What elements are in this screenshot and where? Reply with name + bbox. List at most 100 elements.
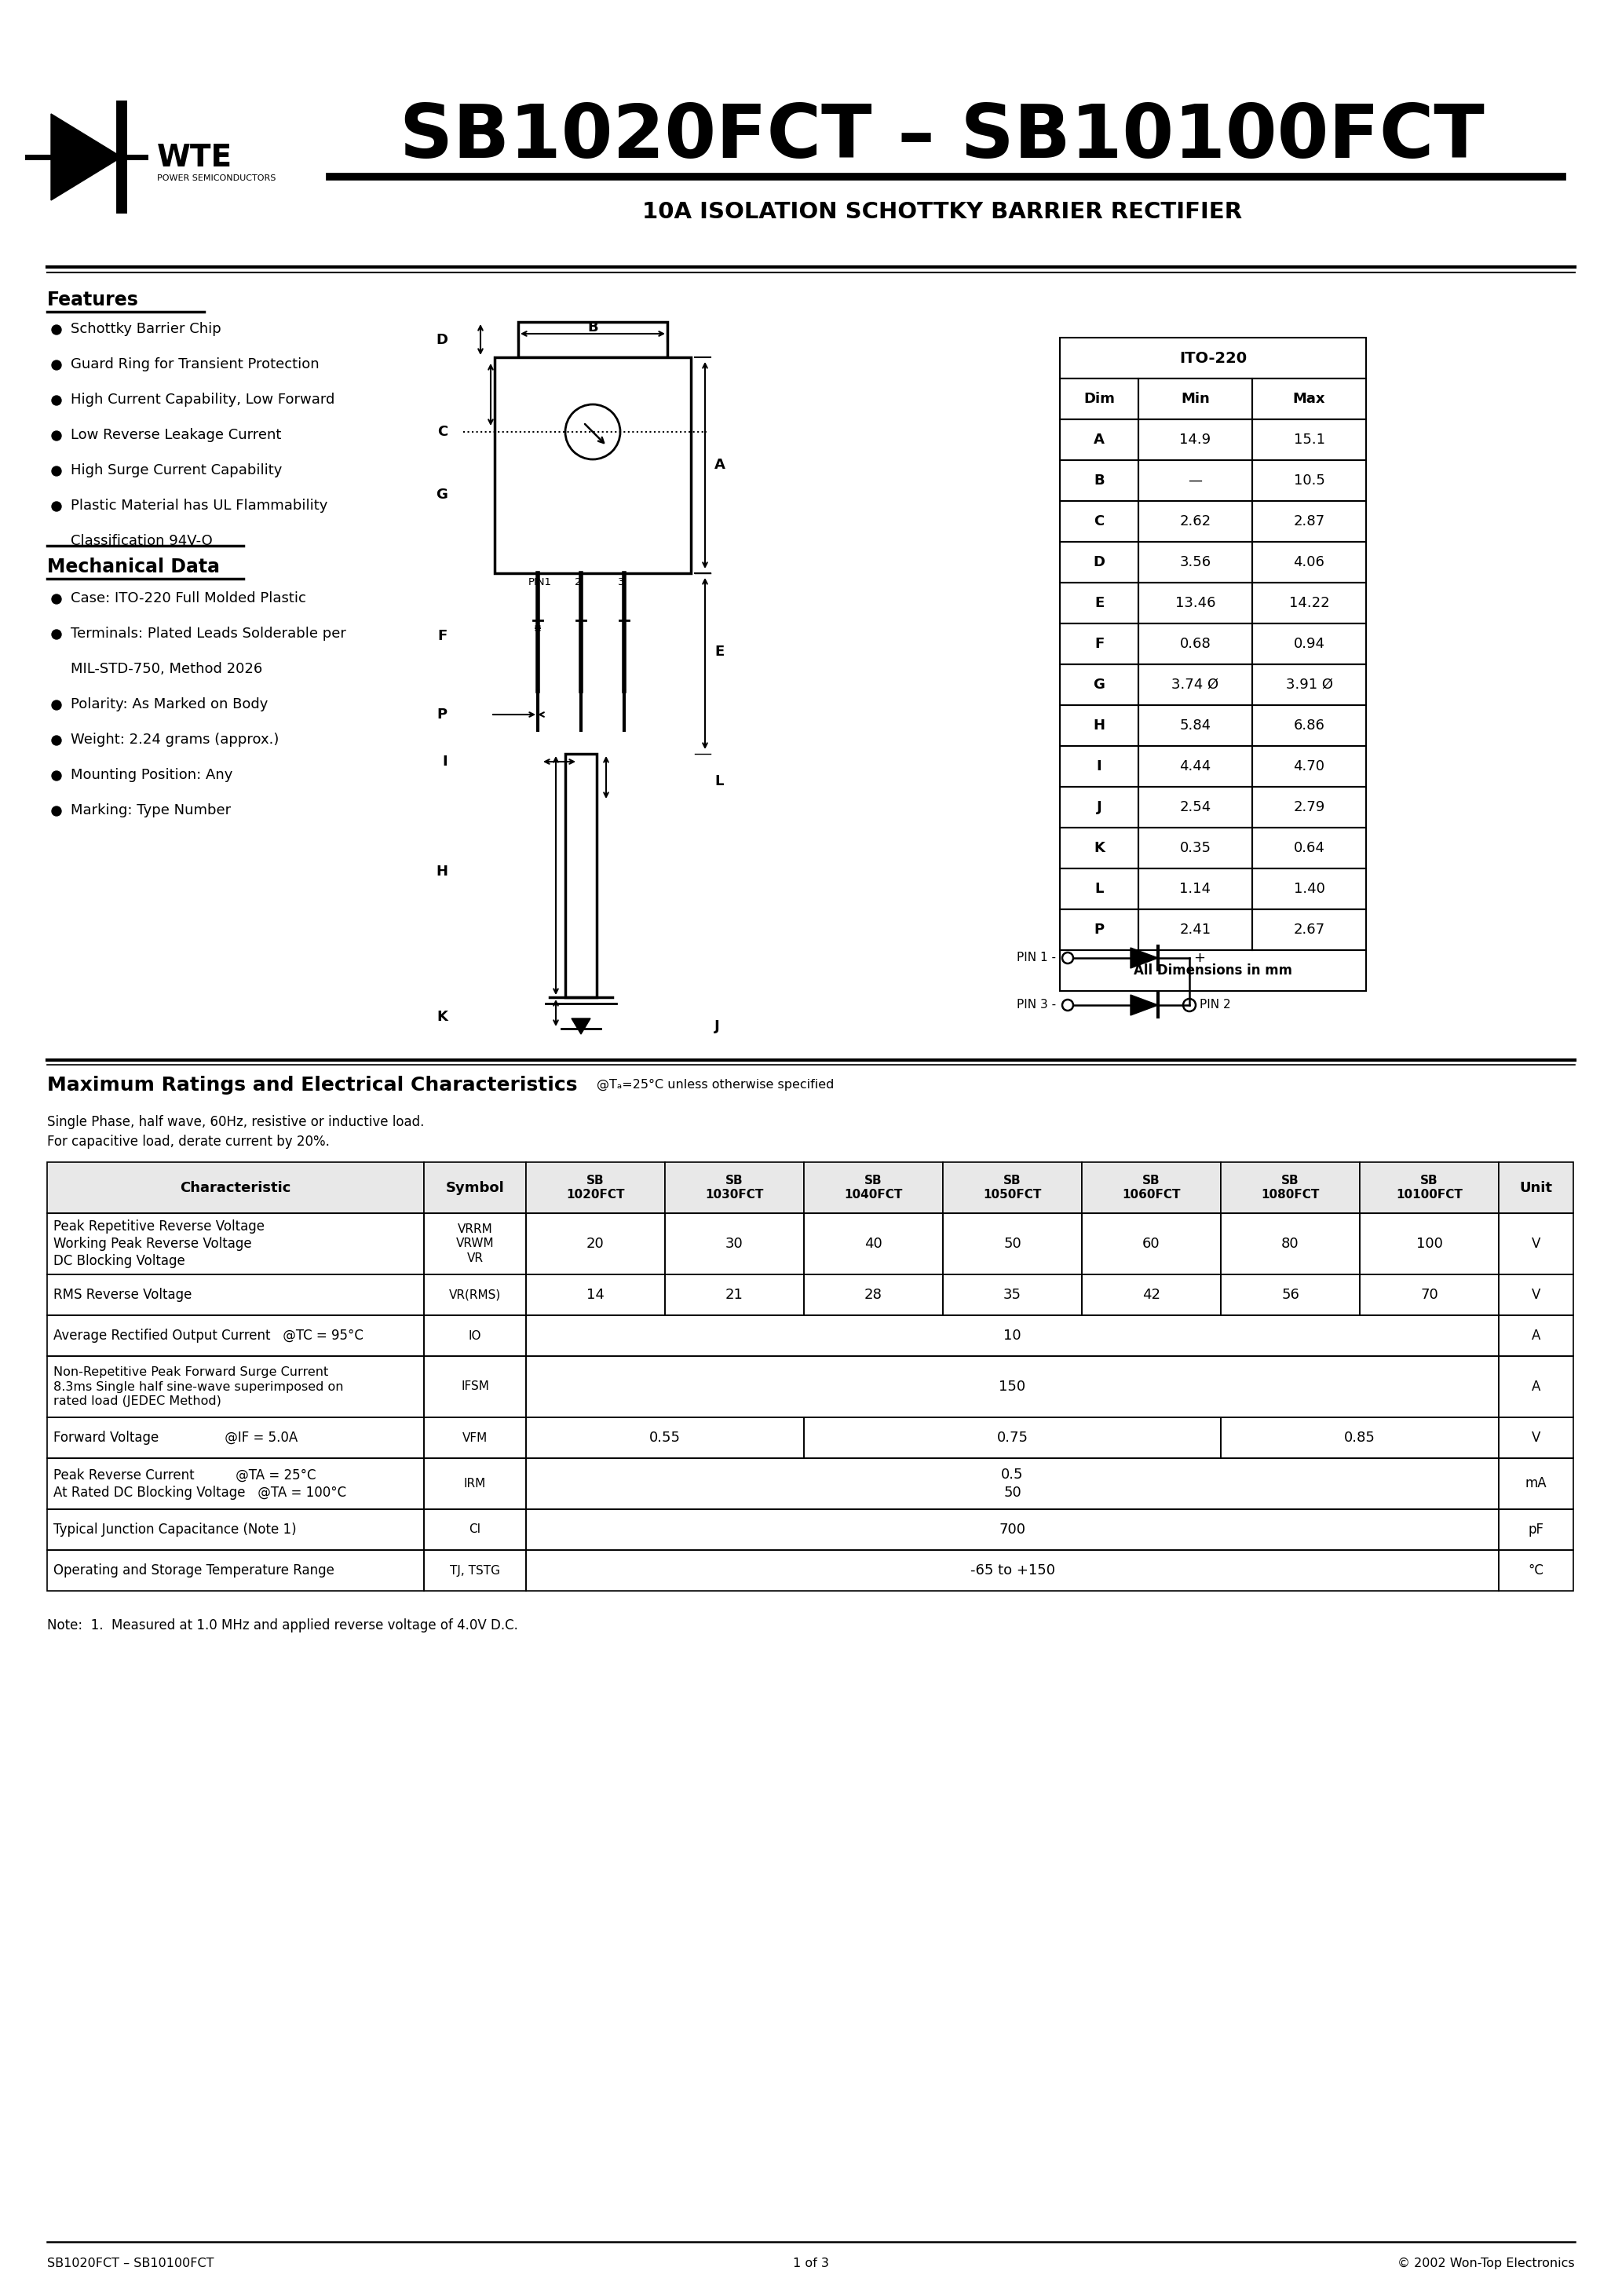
- Bar: [1082, 1162, 1221, 1212]
- Text: Mounting Position: Any: Mounting Position: Any: [71, 767, 232, 783]
- Text: IFSM: IFSM: [461, 1380, 490, 1394]
- Bar: [1252, 542, 1366, 583]
- Text: H: H: [436, 866, 448, 879]
- Bar: [526, 1162, 665, 1212]
- Text: E: E: [1095, 597, 1105, 611]
- Text: Characteristic: Characteristic: [180, 1180, 290, 1194]
- Bar: [1139, 379, 1252, 420]
- Bar: [1252, 664, 1366, 705]
- Text: MIL-STD-750, Method 2026: MIL-STD-750, Method 2026: [71, 661, 263, 675]
- Bar: [47, 1274, 423, 1316]
- Text: K: K: [1093, 840, 1105, 854]
- Text: Weight: 2.24 grams (approx.): Weight: 2.24 grams (approx.): [71, 732, 279, 746]
- Text: C: C: [1093, 514, 1105, 528]
- Bar: [1499, 1508, 1573, 1550]
- Bar: [805, 1417, 1221, 1458]
- Text: CI: CI: [469, 1525, 480, 1536]
- Text: SB
10100FCT: SB 10100FCT: [1397, 1176, 1463, 1201]
- Text: 40: 40: [865, 1238, 882, 1251]
- Text: Classification 94V-O: Classification 94V-O: [71, 535, 212, 549]
- Text: pF: pF: [1528, 1522, 1544, 1536]
- Circle shape: [52, 595, 62, 604]
- Bar: [1059, 420, 1139, 459]
- Bar: [1139, 868, 1252, 909]
- Text: V: V: [1531, 1288, 1541, 1302]
- Bar: [47, 1357, 423, 1417]
- Text: 15.1: 15.1: [1293, 432, 1325, 448]
- Bar: [805, 1274, 942, 1316]
- Text: A: A: [1531, 1329, 1541, 1343]
- Bar: [495, 358, 691, 574]
- Bar: [1059, 338, 1366, 379]
- Text: 1.14: 1.14: [1179, 882, 1212, 895]
- Bar: [423, 1550, 526, 1591]
- Bar: [1059, 951, 1366, 992]
- Bar: [1252, 459, 1366, 501]
- Text: 4.70: 4.70: [1293, 760, 1325, 774]
- Text: J: J: [1096, 799, 1101, 815]
- Text: 35: 35: [1004, 1288, 1022, 1302]
- Bar: [1252, 909, 1366, 951]
- Text: WTE: WTE: [157, 142, 232, 172]
- Bar: [1221, 1417, 1499, 1458]
- Text: I: I: [443, 755, 448, 769]
- Bar: [1059, 909, 1139, 951]
- Bar: [526, 1508, 1499, 1550]
- Text: SB
1060FCT: SB 1060FCT: [1122, 1176, 1181, 1201]
- Circle shape: [52, 503, 62, 512]
- Text: For capacitive load, derate current by 20%.: For capacitive load, derate current by 2…: [47, 1134, 329, 1148]
- Text: 3.91 Ø: 3.91 Ø: [1286, 677, 1333, 691]
- Text: @Tₐ=25°C unless otherwise specified: @Tₐ=25°C unless otherwise specified: [597, 1079, 834, 1091]
- Text: D: D: [1093, 556, 1105, 569]
- Text: Terminals: Plated Leads Solderable per: Terminals: Plated Leads Solderable per: [71, 627, 345, 641]
- Text: IO: IO: [469, 1329, 482, 1341]
- Text: D: D: [436, 333, 448, 347]
- Circle shape: [52, 395, 62, 404]
- Text: Forward Voltage                @IF = 5.0A: Forward Voltage @IF = 5.0A: [54, 1430, 298, 1444]
- Text: 2.67: 2.67: [1293, 923, 1325, 937]
- Bar: [1059, 827, 1139, 868]
- Bar: [1252, 625, 1366, 664]
- Bar: [1139, 420, 1252, 459]
- Text: Mechanical Data: Mechanical Data: [47, 558, 221, 576]
- Text: Note:  1.  Measured at 1.0 MHz and applied reverse voltage of 4.0V D.C.: Note: 1. Measured at 1.0 MHz and applied…: [47, 1619, 517, 1632]
- Text: Peak Repetitive Reverse Voltage
Working Peak Reverse Voltage
DC Blocking Voltage: Peak Repetitive Reverse Voltage Working …: [54, 1219, 264, 1267]
- Bar: [1499, 1316, 1573, 1357]
- Text: VRRM
VRWM
VR: VRRM VRWM VR: [456, 1224, 495, 1265]
- Text: 5.84: 5.84: [1179, 719, 1212, 732]
- Text: VR(RMS): VR(RMS): [449, 1288, 501, 1302]
- Circle shape: [52, 326, 62, 335]
- Text: 1.40: 1.40: [1293, 882, 1325, 895]
- Text: 150: 150: [999, 1380, 1025, 1394]
- Text: 4.44: 4.44: [1179, 760, 1212, 774]
- Text: IRM: IRM: [464, 1479, 487, 1490]
- Text: —: —: [1189, 473, 1202, 487]
- Text: 10.5: 10.5: [1293, 473, 1325, 487]
- Bar: [1082, 1274, 1221, 1316]
- Text: 50: 50: [1004, 1238, 1022, 1251]
- Text: 10A ISOLATION SCHOTTKY BARRIER RECTIFIER: 10A ISOLATION SCHOTTKY BARRIER RECTIFIER: [642, 202, 1242, 223]
- Text: Marking: Type Number: Marking: Type Number: [71, 804, 230, 817]
- Text: G: G: [1093, 677, 1105, 691]
- Text: 14: 14: [587, 1288, 605, 1302]
- Text: A: A: [1531, 1380, 1541, 1394]
- Circle shape: [52, 432, 62, 441]
- Text: 0.55: 0.55: [649, 1430, 681, 1444]
- Bar: [1059, 868, 1139, 909]
- Bar: [1499, 1162, 1573, 1212]
- Text: 3.74 Ø: 3.74 Ø: [1171, 677, 1218, 691]
- Text: 0.68: 0.68: [1179, 636, 1212, 652]
- Bar: [805, 1162, 942, 1212]
- Bar: [423, 1162, 526, 1212]
- Bar: [1059, 501, 1139, 542]
- Text: 20: 20: [587, 1238, 605, 1251]
- Bar: [1059, 542, 1139, 583]
- Text: Case: ITO-220 Full Molded Plastic: Case: ITO-220 Full Molded Plastic: [71, 592, 307, 606]
- Bar: [423, 1417, 526, 1458]
- Text: 80: 80: [1281, 1238, 1299, 1251]
- Bar: [517, 321, 667, 358]
- Text: SB
1080FCT: SB 1080FCT: [1260, 1176, 1319, 1201]
- Bar: [1359, 1212, 1499, 1274]
- Bar: [1139, 583, 1252, 625]
- Text: VFM: VFM: [462, 1433, 488, 1444]
